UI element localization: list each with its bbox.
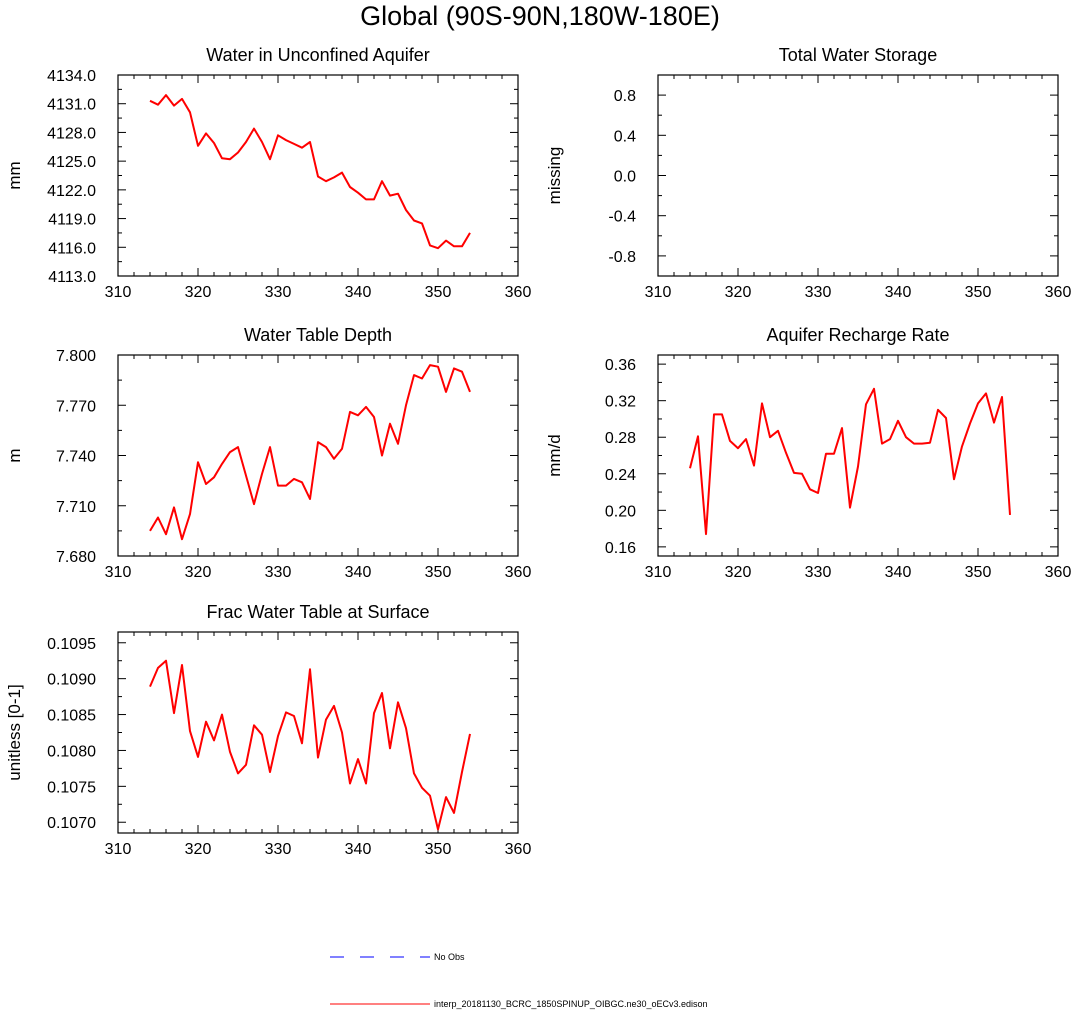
- x-tick-label: 320: [185, 564, 212, 581]
- y-axis-label: mm/d: [545, 434, 564, 477]
- y-tick-label: 0.28: [605, 430, 636, 447]
- y-axis-label: m: [5, 448, 24, 462]
- x-tick-label: 350: [965, 564, 992, 581]
- figure-title: Global (90S-90N,180W-180E): [360, 1, 720, 31]
- y-tick-label: 0.1085: [47, 708, 96, 725]
- y-tick-label: 0.1070: [47, 815, 96, 832]
- y-tick-label: 7.770: [56, 398, 96, 415]
- y-tick-label: 4128.0: [47, 125, 96, 142]
- x-tick-label: 350: [425, 841, 452, 858]
- x-tick-label: 310: [645, 564, 672, 581]
- x-tick-label: 330: [265, 564, 292, 581]
- x-tick-label: 330: [805, 284, 832, 301]
- y-tick-label: 0.1095: [47, 636, 96, 653]
- y-tick-label: 7.740: [56, 449, 96, 466]
- y-axis-label: missing: [545, 147, 564, 205]
- y-axis-label: mm: [5, 161, 24, 189]
- panel-aquifer-recharge-rate: Aquifer Recharge Rate mm/d 310 320 330 340 350…: [545, 325, 1072, 581]
- series-line-0: [149, 364, 471, 541]
- x-tick-label: 310: [105, 284, 132, 301]
- x-tick-label: 340: [345, 564, 372, 581]
- x-tick-label: 320: [725, 564, 752, 581]
- y-tick-label: 0.24: [605, 467, 636, 484]
- legend-obs: No Obs: [330, 950, 1030, 966]
- series-line-0: [149, 659, 471, 831]
- x-tick-label: 360: [505, 284, 532, 301]
- x-tick-label: 350: [425, 284, 452, 301]
- x-tick-label: 340: [345, 284, 372, 301]
- y-axis-label: unitless [0-1]: [5, 684, 24, 780]
- y-tick-label: 0.16: [605, 540, 636, 557]
- y-tick-label: 4113.0: [48, 269, 96, 286]
- y-tick-label: 4122.0: [47, 183, 96, 200]
- legend-model-label: interp_20181130_BCRC_1850SPINUP_OIBGC.ne…: [434, 999, 708, 1009]
- x-tick-label: 340: [885, 284, 912, 301]
- y-tick-label: 0.32: [605, 394, 636, 411]
- y-tick-label: 0.36: [605, 357, 636, 374]
- x-tick-label: 330: [805, 564, 832, 581]
- y-tick-label: 4134.0: [47, 68, 96, 85]
- x-tick-label: 350: [965, 284, 992, 301]
- plot-frame: [657, 354, 1059, 557]
- x-tick-label: 360: [505, 841, 532, 858]
- panel-title: Aquifer Recharge Rate: [766, 325, 949, 345]
- panel-water-table-depth: Water Table Depth m 310 320 330 340 350 360 7.68…: [5, 325, 532, 581]
- y-tick-label: 0.1090: [47, 672, 96, 689]
- y-tick-label: 4125.0: [47, 154, 96, 171]
- y-tick-label: 0.8: [614, 88, 636, 105]
- series-line-0: [149, 94, 471, 250]
- x-tick-label: 330: [265, 284, 292, 301]
- panel-title: Total Water Storage: [779, 45, 937, 65]
- y-tick-label: 7.710: [56, 499, 96, 516]
- y-tick-label: -0.4: [608, 209, 636, 226]
- y-tick-label: -0.8: [608, 249, 636, 266]
- panel-title: Water Table Depth: [244, 325, 392, 345]
- legend-obs-line: [330, 956, 430, 958]
- plot-frame: [657, 74, 1059, 277]
- x-tick-label: 360: [1045, 284, 1072, 301]
- x-tick-label: 310: [105, 841, 132, 858]
- x-tick-label: 310: [105, 564, 132, 581]
- y-tick-label: 0.1075: [47, 779, 96, 796]
- y-tick-label: 7.800: [56, 348, 96, 365]
- legend-model: interp_20181130_BCRC_1850SPINUP_OIBGC.ne…: [330, 997, 1030, 1013]
- x-tick-label: 360: [505, 564, 532, 581]
- x-tick-label: 320: [185, 841, 212, 858]
- y-tick-label: 4116.0: [48, 240, 96, 257]
- panel-total-water-storage: Total Water Storage missing 310 320 330 340 35…: [545, 45, 1072, 301]
- legend-model-line: [330, 1003, 430, 1005]
- x-tick-label: 340: [885, 564, 912, 581]
- x-tick-label: 350: [425, 564, 452, 581]
- y-tick-label: 0.4: [614, 128, 636, 145]
- y-tick-label: 4119.0: [48, 212, 96, 229]
- panel-frac-water-table-surface: Frac Water Table at Surface unitless [0-1…: [5, 602, 532, 858]
- y-tick-label: 4131.0: [47, 97, 96, 114]
- y-tick-label: 0.20: [605, 503, 636, 520]
- x-tick-label: 320: [185, 284, 212, 301]
- x-tick-label: 320: [725, 284, 752, 301]
- plot-frame: [117, 631, 519, 834]
- x-tick-label: 360: [1045, 564, 1072, 581]
- legend-obs-label: No Obs: [434, 952, 465, 962]
- x-tick-label: 340: [345, 841, 372, 858]
- y-tick-label: 7.680: [56, 549, 96, 566]
- x-tick-label: 310: [645, 284, 672, 301]
- y-tick-label: 0.1080: [47, 743, 96, 760]
- panel-title: Frac Water Table at Surface: [206, 602, 429, 622]
- series-line-0: [689, 387, 1011, 536]
- panel-title: Water in Unconfined Aquifer: [206, 45, 429, 65]
- y-tick-label: 0.0: [614, 169, 636, 186]
- x-tick-label: 330: [265, 841, 292, 858]
- panel-water-unconfined-aquifer: Water in Unconfined Aquifer mm 310 320 330 34…: [5, 45, 532, 301]
